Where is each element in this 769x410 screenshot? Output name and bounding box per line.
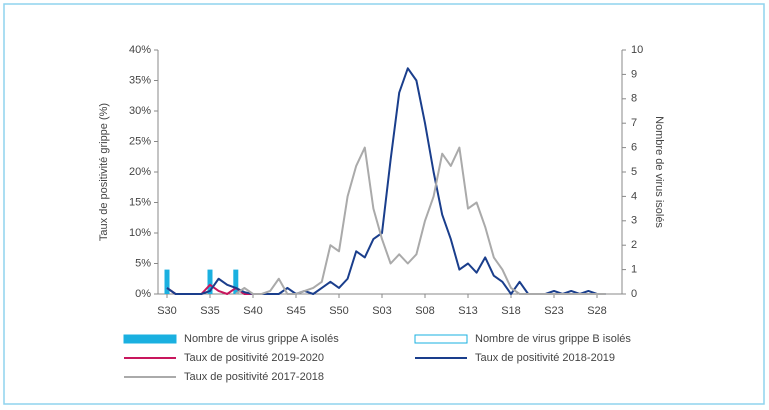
y-tick-label: 35% <box>129 74 151 86</box>
y-tick-label: 15% <box>129 196 151 208</box>
bar <box>207 269 213 294</box>
y2-axis-title: Nombre de virus isolés <box>653 116 665 228</box>
y-tick-label: 5% <box>135 257 151 269</box>
line <box>235 146 606 295</box>
y-tick-label: 40% <box>129 44 151 56</box>
x-tick-label: S03 <box>372 305 392 317</box>
x-tick-label: S50 <box>329 305 349 317</box>
x-tick-label: S30 <box>157 305 177 317</box>
legend-swatch <box>123 334 177 344</box>
y2-tick-label: 4 <box>631 190 637 202</box>
y-tick-label: 30% <box>129 105 151 117</box>
bar <box>164 269 170 294</box>
frame <box>3 3 765 405</box>
legend-label: Nombre de virus grippe A isolés <box>184 333 339 345</box>
legend-label: Taux de positivité 2017-2018 <box>184 371 324 383</box>
y2-tick-label: 1 <box>631 264 637 276</box>
x-tick-label: S08 <box>415 305 435 317</box>
y2-tick-label: 0 <box>631 288 637 300</box>
x-tick-label: S23 <box>544 305 564 317</box>
y2-tick-label: 2 <box>631 239 637 251</box>
x-tick-label: S35 <box>200 305 220 317</box>
y2-tick-label: 3 <box>631 215 637 227</box>
y2-tick-label: 7 <box>631 117 637 129</box>
y-tick-label: 0% <box>135 288 151 300</box>
y2-tick-label: 10 <box>631 44 643 56</box>
y-tick-label: 25% <box>129 135 151 147</box>
y-tick-label: 10% <box>129 227 151 239</box>
legend-label: Nombre de virus grippe B isolés <box>475 333 631 345</box>
y-tick-label: 20% <box>129 166 151 178</box>
x-tick-label: S13 <box>458 305 478 317</box>
x-tick-label: S45 <box>286 305 306 317</box>
x-tick-label: S28 <box>587 305 607 317</box>
legend-swatch <box>414 334 468 344</box>
y-axis-title: Taux de positivité grippe (%) <box>98 103 110 241</box>
x-tick-label: S18 <box>501 305 521 317</box>
legend-label: Taux de positivité 2019-2020 <box>184 352 324 364</box>
y2-tick-label: 9 <box>631 68 637 80</box>
y2-tick-label: 5 <box>631 166 637 178</box>
y2-tick-label: 6 <box>631 142 637 154</box>
x-tick-label: S40 <box>243 305 263 317</box>
bar <box>233 269 239 294</box>
y2-tick-label: 8 <box>631 93 637 105</box>
legend-label: Taux de positivité 2018-2019 <box>475 352 615 364</box>
